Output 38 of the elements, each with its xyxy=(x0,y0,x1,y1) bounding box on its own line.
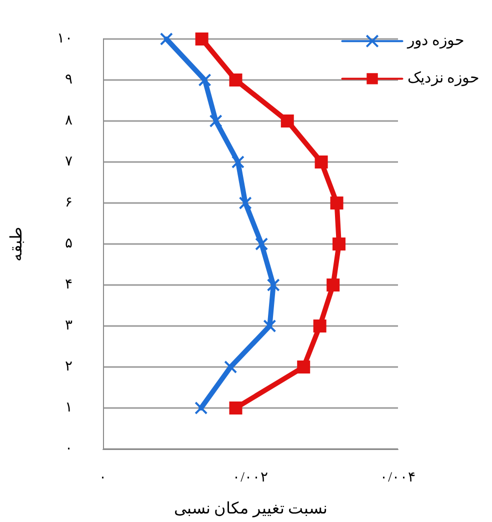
y-axis-title: طبقه xyxy=(8,226,26,262)
point xyxy=(255,238,268,250)
point xyxy=(198,74,212,86)
x-tick-label: ۰/۰۰۴ xyxy=(380,470,416,486)
point xyxy=(297,360,310,374)
point xyxy=(330,196,344,210)
y-tick-label: ۵ xyxy=(65,236,73,252)
y-tick-label: ۰ xyxy=(65,442,73,456)
point xyxy=(231,156,244,168)
x-tick-label: ۰ xyxy=(99,470,107,486)
point xyxy=(314,156,328,168)
y-tick-label: ۳ xyxy=(65,318,73,334)
point xyxy=(195,32,208,46)
point xyxy=(266,278,280,292)
x-axis-title: نسبت تغییر مکان نسبی xyxy=(174,500,327,518)
point xyxy=(224,360,238,374)
x-tick-label: ۰/۰۰۲ xyxy=(232,470,268,486)
point xyxy=(280,114,294,128)
point xyxy=(209,114,222,128)
y-tick-label: ۱۰ xyxy=(57,32,73,46)
y-tick-label: ۲ xyxy=(65,360,73,374)
point xyxy=(194,402,208,414)
point xyxy=(326,278,340,292)
point xyxy=(238,196,252,210)
point xyxy=(160,32,173,46)
y-tick-label: ۷ xyxy=(65,154,73,170)
point xyxy=(229,74,242,86)
legend-label: حوزه دور xyxy=(406,33,464,50)
point xyxy=(263,320,276,332)
point xyxy=(229,402,242,414)
y-tick-label: ۱ xyxy=(65,400,73,416)
point xyxy=(313,320,326,332)
y-tick-label: ۴ xyxy=(65,278,73,292)
y-tick-label: ۶ xyxy=(65,196,73,210)
y-tick-label: ۸ xyxy=(65,114,73,128)
legend-label: حوزه نزدیک xyxy=(407,70,479,87)
point xyxy=(332,238,346,250)
y-tick-label: ۹ xyxy=(65,72,73,88)
